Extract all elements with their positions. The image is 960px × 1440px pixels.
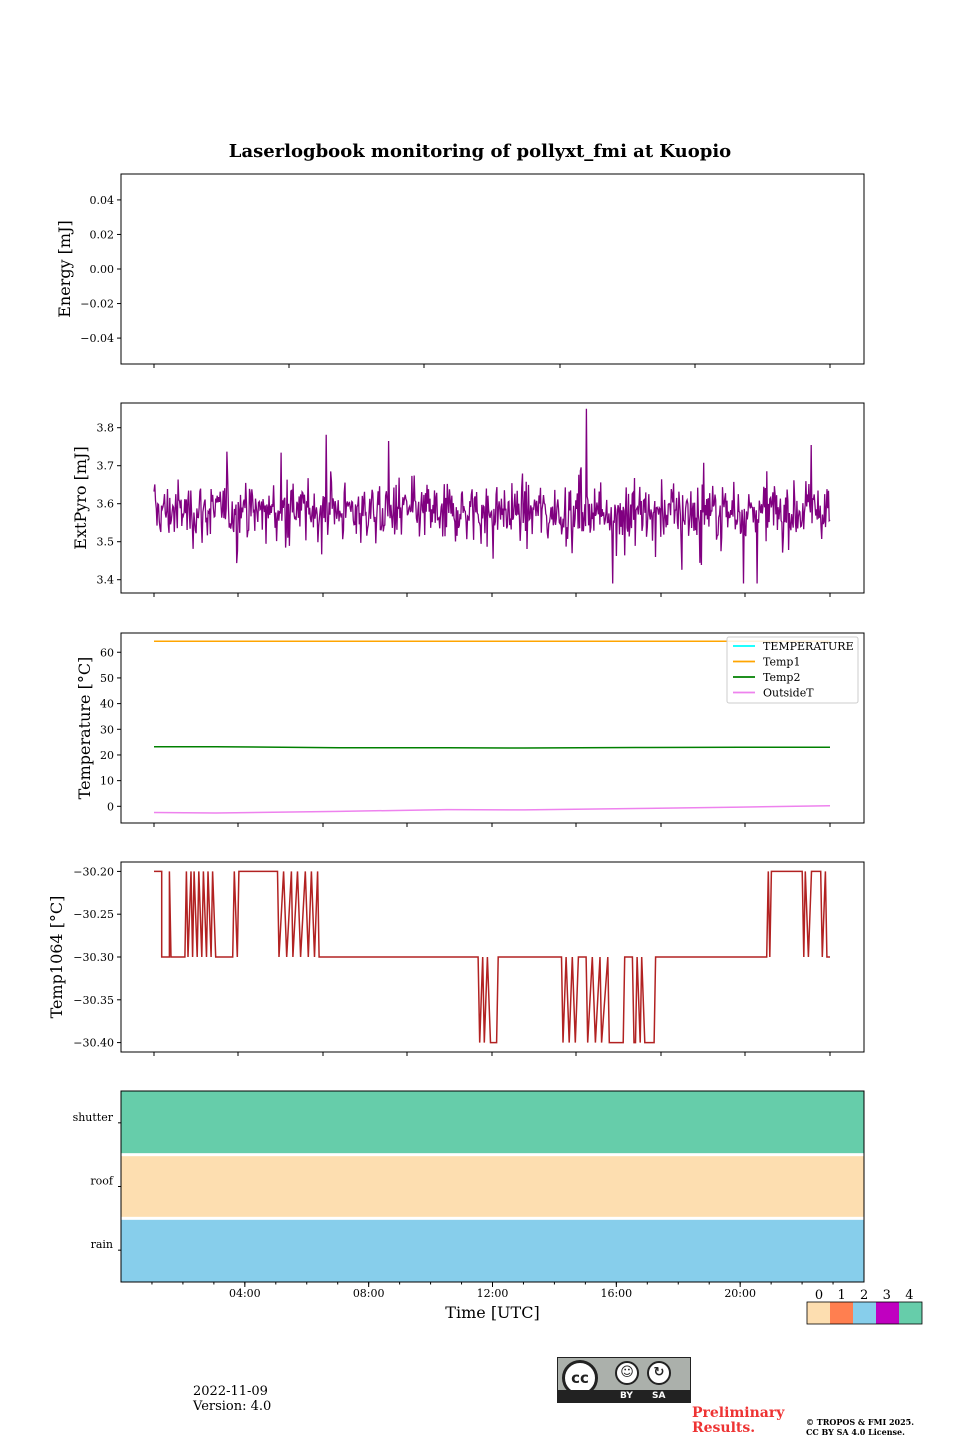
y-axis-label: ExtPyro [mJ]	[71, 446, 90, 549]
x-tick-label: 20:00	[724, 1287, 756, 1300]
y-tick-label: 0.04	[90, 194, 115, 207]
page-title: Laserlogbook monitoring of pollyxt_fmi a…	[228, 141, 732, 162]
y-tick-label: −30.25	[73, 908, 114, 921]
y-tick-label: 3.6	[97, 498, 115, 511]
y-axis-label: Energy [mJ]	[55, 220, 74, 318]
legend-entry: TEMPERATURE	[763, 640, 854, 653]
y-tick-label: 0.02	[90, 228, 115, 241]
colorbar-swatch	[830, 1302, 853, 1324]
series-line-temp2	[154, 745, 830, 749]
y-tick-label: 20	[100, 749, 114, 762]
legend-entry: Temp2	[763, 671, 800, 684]
colorbar-tick-label: 4	[905, 1288, 913, 1303]
panel-temp1064: −30.20 −30.25 −30.30 −30.35 −30.40 Temp1064 […	[47, 861, 865, 1056]
license-by-label: BY	[620, 1391, 633, 1401]
status-row-label: rain	[91, 1238, 113, 1251]
plot-area-temp1064	[154, 870, 830, 1044]
y-tick-label: 60	[100, 646, 114, 659]
colorbar-frame	[806, 1301, 923, 1325]
y-tick-label: −30.35	[73, 994, 114, 1007]
plot-area-extpyro	[153, 408, 831, 584]
status-band-rain	[121, 1219, 864, 1282]
y-tick-label: 50	[100, 672, 114, 685]
y-tick-label: 30	[100, 723, 114, 736]
y-tick-label: −30.40	[73, 1037, 114, 1050]
legend-entry: OutsideT	[763, 687, 814, 700]
y-axis-label: Temp1064 [°C]	[47, 896, 66, 1019]
legend: TEMPERATURE Temp1 Temp2 OutsideT	[726, 636, 859, 704]
x-axis-label: Time [UTC]	[445, 1303, 539, 1322]
status-row-label: roof	[90, 1175, 114, 1188]
colorbar-tick-label: 0	[815, 1288, 823, 1303]
colorbar-tick-label: 1	[837, 1288, 845, 1303]
x-tick-label: 08:00	[353, 1287, 385, 1300]
panel-energy: 0.04 0.02 0.00 −0.02 −0.04 Energy [mJ]	[55, 173, 865, 368]
panel-extpyro: 3.8 3.7 3.6 3.5 3.4 ExtPyro [mJ]	[71, 402, 865, 597]
preliminary-results-note: Preliminary Results.	[692, 1405, 785, 1436]
y-tick-label: −0.04	[80, 332, 114, 345]
y-axis-label: Temperature [°C]	[75, 657, 94, 800]
y-tick-label: 3.7	[97, 460, 115, 473]
series-line-outsidet	[153, 805, 831, 814]
cc-license-badge: cc ☺ ↻ BY SA	[557, 1357, 691, 1403]
y-tick-label: 3.4	[97, 574, 115, 587]
copyright-note: © TROPOS & FMI 2025. CC BY SA 4.0 Licens…	[806, 1417, 915, 1437]
y-tick-label: 0.00	[90, 263, 115, 276]
colorbar-swatch	[807, 1302, 830, 1324]
footer-date-block: 2022-11-09 Version: 4.0	[193, 1384, 271, 1414]
panel-temperature: 60 50 40 30 20 10 0 Temperature [°C] TEMPERATURE…	[75, 632, 865, 827]
y-tick-label: 3.5	[97, 536, 115, 549]
plot-area-temperature	[153, 640, 831, 814]
y-tick-label: −0.02	[80, 298, 114, 311]
y-tick-label: 3.8	[97, 422, 115, 435]
colorbar-swatch	[853, 1302, 876, 1324]
share-alike-icon: ↻	[647, 1361, 671, 1385]
colorbar-tick-label: 2	[860, 1288, 868, 1303]
colorbar-tick-label: 3	[883, 1288, 891, 1303]
y-tick-label: 10	[100, 775, 114, 788]
series-line-extpyro	[153, 408, 831, 584]
legend-entry: Temp1	[763, 656, 800, 669]
panel-status: shutter roof rain 04:00 08:00 12:00 16:00 20:00…	[73, 1090, 923, 1325]
person-icon: ☺	[615, 1361, 639, 1385]
colorbar-swatch	[899, 1302, 922, 1324]
x-tick-label: 04:00	[229, 1287, 261, 1300]
status-band-shutter	[121, 1091, 864, 1154]
footer-date: 2022-11-09	[193, 1384, 268, 1399]
series-line-temp1064	[154, 870, 830, 1044]
y-tick-label: −30.20	[73, 865, 114, 878]
axes-frame	[120, 173, 865, 365]
x-tick-label: 16:00	[600, 1287, 632, 1300]
status-row-label: shutter	[73, 1111, 114, 1124]
y-tick-label: 40	[100, 698, 114, 711]
status-band-roof	[121, 1156, 864, 1217]
y-tick-label: 0	[107, 800, 114, 813]
y-tick-label: −30.30	[73, 951, 114, 964]
footer-version: Version: 4.0	[193, 1399, 272, 1414]
legend-box	[726, 636, 859, 704]
license-sa-label: SA	[652, 1391, 666, 1401]
x-tick-label: 12:00	[477, 1287, 509, 1300]
axes-frame	[120, 402, 865, 594]
colorbar-swatch	[876, 1302, 899, 1324]
